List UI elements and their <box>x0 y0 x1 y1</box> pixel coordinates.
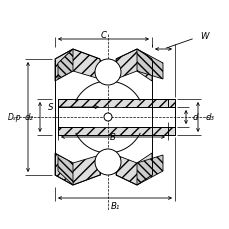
Text: B: B <box>110 133 115 142</box>
Polygon shape <box>58 155 73 185</box>
Text: d: d <box>192 113 198 122</box>
Polygon shape <box>58 50 73 80</box>
Polygon shape <box>136 155 162 185</box>
Text: d₂: d₂ <box>25 113 34 122</box>
Text: d₃: d₃ <box>205 113 214 122</box>
Text: S: S <box>47 103 53 112</box>
Text: W: W <box>199 31 208 40</box>
Polygon shape <box>58 128 167 135</box>
Polygon shape <box>55 153 100 185</box>
Polygon shape <box>167 100 174 108</box>
Polygon shape <box>167 128 174 135</box>
Circle shape <box>104 114 112 121</box>
Polygon shape <box>115 50 151 82</box>
Polygon shape <box>136 50 162 80</box>
Text: B₁: B₁ <box>110 202 119 211</box>
Polygon shape <box>58 100 167 108</box>
Circle shape <box>95 60 120 86</box>
Circle shape <box>95 149 120 175</box>
Polygon shape <box>115 153 151 185</box>
Text: C: C <box>100 30 106 39</box>
Polygon shape <box>55 50 100 82</box>
Text: Dₛp: Dₛp <box>7 113 21 122</box>
